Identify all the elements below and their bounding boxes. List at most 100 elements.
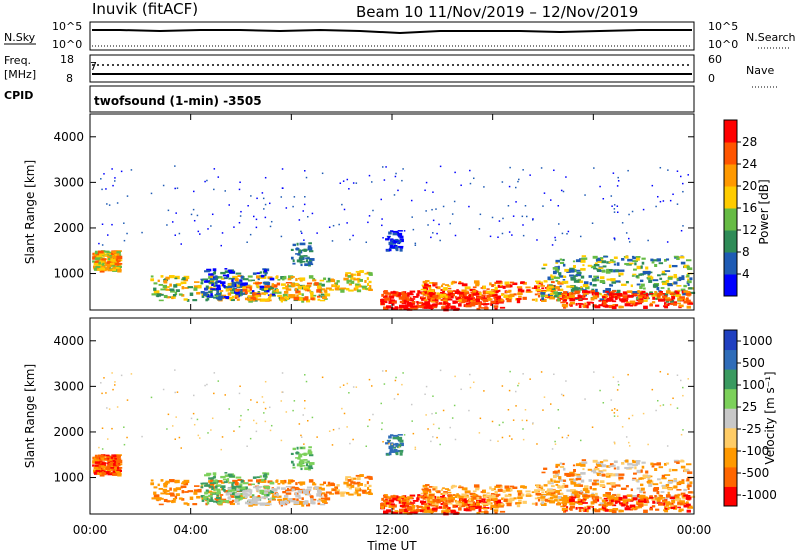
power-cell <box>320 293 326 296</box>
velocity-cell <box>580 479 585 483</box>
velocity-cell <box>192 503 198 506</box>
power-cell <box>428 282 434 284</box>
velocity-cell <box>389 448 394 453</box>
velocity-cell <box>631 495 637 498</box>
velocity-cell <box>309 463 312 466</box>
power-cell <box>233 287 237 290</box>
power-cell <box>674 290 678 293</box>
velocity-cell <box>583 497 589 499</box>
power-cell <box>552 270 557 275</box>
velocity-cell <box>390 445 397 449</box>
power-cell <box>167 209 170 212</box>
velocity-cell <box>637 494 640 497</box>
velocity-cell <box>671 468 678 472</box>
power-cell <box>346 279 350 283</box>
power-cell <box>380 198 382 201</box>
velocity-cell <box>99 463 103 467</box>
power-cell <box>210 293 213 297</box>
power-cell <box>489 282 492 286</box>
x-tick-label: 20:00 <box>576 523 611 537</box>
power-cell <box>642 270 649 275</box>
velocity-cell <box>618 496 623 501</box>
velocity-cell <box>201 483 204 486</box>
velocity-cell <box>364 476 369 479</box>
velocity-cell <box>562 394 565 397</box>
velocity-cell <box>689 481 693 485</box>
velocity-cell <box>246 493 249 496</box>
velocity-cell <box>499 510 506 513</box>
power-cell <box>401 291 405 295</box>
power-cell <box>252 215 255 218</box>
velocity-cell <box>642 503 648 506</box>
power-cell <box>507 205 510 207</box>
velocity-cell <box>622 501 627 505</box>
velocity-cell <box>476 511 481 515</box>
power-cell <box>302 285 307 288</box>
velocity-cell <box>114 384 116 386</box>
velocity-cell <box>307 493 310 496</box>
velocity-cell <box>631 479 635 481</box>
power-cell <box>316 295 321 298</box>
power-cell <box>631 293 634 296</box>
power-cell <box>543 263 548 266</box>
velocity-cell <box>234 501 237 503</box>
power-cell <box>206 268 212 272</box>
power-cell <box>549 292 554 296</box>
velocity-cell <box>633 497 638 500</box>
power-cell <box>677 289 681 292</box>
power-cell <box>169 288 175 292</box>
velocity-cell <box>399 504 405 508</box>
power-cell <box>225 288 230 292</box>
power-cell <box>563 301 566 304</box>
power-cell <box>614 304 619 307</box>
power-cell <box>271 294 276 297</box>
power-cell <box>385 298 390 301</box>
power-cell <box>215 284 221 287</box>
velocity-cell <box>593 467 600 471</box>
power-cell <box>105 263 111 266</box>
power-cell <box>594 262 598 265</box>
velocity-cell <box>186 503 190 506</box>
power-cell <box>439 291 445 294</box>
power-cell <box>355 270 361 273</box>
power-cell <box>578 304 582 309</box>
velocity-cell <box>616 500 621 503</box>
velocity-cell <box>263 412 265 414</box>
power-cell <box>446 303 451 306</box>
velocity-cell <box>594 509 601 513</box>
velocity-cell <box>330 482 334 485</box>
velocity-cell <box>592 487 597 491</box>
power-cell <box>518 295 522 298</box>
velocity-cell <box>206 490 213 494</box>
power-cell <box>601 260 607 264</box>
velocity-cell <box>543 484 548 487</box>
power-cell <box>308 275 314 279</box>
velocity-cell <box>385 502 390 505</box>
velocity-cell <box>515 405 517 407</box>
power-cell <box>303 203 306 206</box>
power-cell <box>255 226 258 229</box>
velocity-cell <box>97 463 101 467</box>
power-cell <box>611 292 615 294</box>
velocity-cell <box>224 489 228 493</box>
colorbar-tick-label: -25 <box>742 422 762 436</box>
velocity-cell <box>109 469 116 471</box>
velocity-cell <box>117 463 121 467</box>
power-cell <box>576 297 582 300</box>
power-cell <box>273 284 278 288</box>
velocity-cell <box>681 503 684 506</box>
velocity-cell <box>213 392 215 395</box>
velocity-cell <box>577 498 581 502</box>
power-cell <box>392 292 398 297</box>
velocity-cell <box>100 467 104 470</box>
velocity-cell <box>217 380 220 382</box>
power-cell <box>432 293 435 297</box>
power-cell <box>689 291 696 294</box>
velocity-cell <box>436 501 441 504</box>
velocity-cell <box>573 469 576 473</box>
power-cell <box>500 299 504 302</box>
power-cell <box>160 275 164 278</box>
velocity-cell <box>432 499 438 503</box>
power-cell <box>101 259 106 263</box>
velocity-cell <box>626 494 633 497</box>
